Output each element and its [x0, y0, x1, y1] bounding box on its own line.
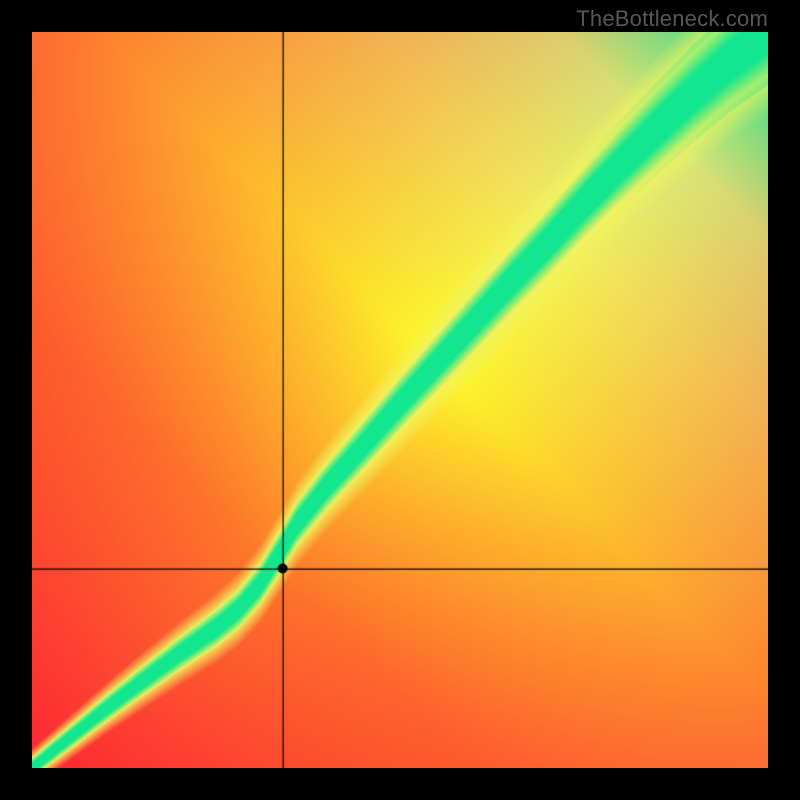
chart-frame: TheBottleneck.com — [0, 0, 800, 800]
bottleneck-heatmap — [32, 32, 768, 768]
watermark-text: TheBottleneck.com — [576, 6, 768, 32]
